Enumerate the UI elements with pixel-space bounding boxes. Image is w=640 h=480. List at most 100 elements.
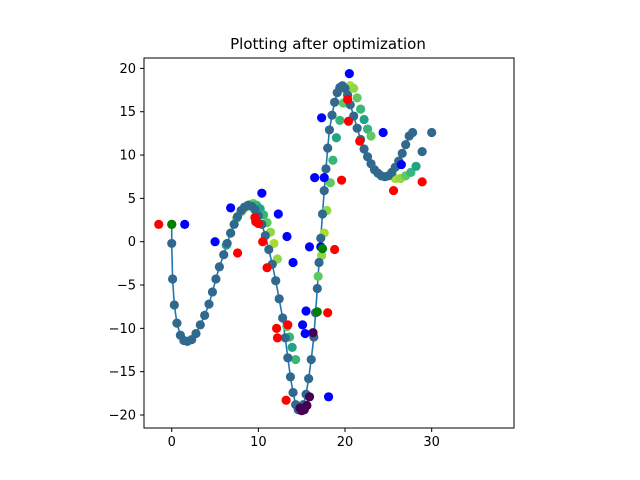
highlight-point bbox=[325, 178, 335, 188]
highlight-point bbox=[335, 115, 345, 125]
blue-point bbox=[210, 237, 220, 247]
red-point bbox=[232, 248, 243, 258]
blue-point bbox=[323, 392, 334, 402]
red-point bbox=[258, 237, 268, 247]
red-point bbox=[336, 175, 347, 185]
red-point bbox=[272, 333, 283, 343]
path-point bbox=[167, 238, 177, 249]
path-point bbox=[359, 144, 369, 154]
path-point bbox=[169, 300, 179, 310]
dark-point bbox=[308, 328, 318, 338]
path-point bbox=[324, 125, 335, 135]
plot-area bbox=[154, 69, 437, 416]
path-point bbox=[264, 244, 274, 255]
path-point bbox=[316, 233, 326, 243]
blue-point bbox=[310, 172, 320, 183]
x-axis: 0 10 20 30 bbox=[168, 428, 440, 450]
axes-frame bbox=[143, 57, 515, 429]
blue-point bbox=[344, 69, 354, 79]
path-point bbox=[172, 318, 182, 328]
path-point bbox=[200, 310, 210, 320]
path-point bbox=[274, 294, 284, 304]
path-point bbox=[408, 127, 418, 138]
blue-point bbox=[180, 219, 190, 229]
path-point bbox=[285, 372, 296, 382]
path-point bbox=[340, 83, 350, 93]
path-point bbox=[312, 283, 322, 294]
red-point bbox=[388, 185, 399, 196]
path-point bbox=[167, 274, 178, 284]
path-point bbox=[352, 123, 362, 133]
red-point bbox=[355, 136, 365, 146]
path-point bbox=[191, 328, 201, 339]
y-tick-label: 15 bbox=[119, 105, 136, 120]
highlight-point bbox=[411, 161, 421, 171]
red-point bbox=[281, 395, 291, 405]
path-point bbox=[397, 148, 407, 158]
path-point bbox=[362, 152, 373, 162]
red-point bbox=[343, 94, 353, 105]
red-point bbox=[343, 116, 354, 126]
path-point bbox=[288, 387, 298, 398]
path-point bbox=[222, 238, 232, 249]
highlight-point bbox=[362, 124, 373, 134]
path-point bbox=[207, 287, 218, 297]
blue-point bbox=[273, 209, 283, 219]
y-tick-label: 0 bbox=[128, 235, 136, 250]
path-point bbox=[283, 353, 293, 363]
highlight-point bbox=[331, 133, 341, 143]
highlight-point bbox=[356, 104, 366, 114]
chart-title: Plotting after optimization bbox=[230, 35, 426, 53]
red-point bbox=[154, 219, 164, 229]
highlight-point bbox=[269, 238, 279, 249]
blue-point bbox=[297, 320, 308, 330]
red-point bbox=[330, 244, 340, 255]
highlight-point bbox=[359, 114, 369, 125]
path-point bbox=[195, 320, 205, 330]
x-tick-label: 0 bbox=[168, 435, 176, 450]
dark-point bbox=[304, 392, 315, 402]
x-tick-label: 30 bbox=[423, 435, 440, 450]
x-tick-label: 10 bbox=[250, 435, 267, 450]
path-point bbox=[323, 143, 333, 153]
path-point bbox=[229, 219, 239, 229]
blue-point bbox=[300, 328, 310, 339]
blue-point bbox=[288, 257, 298, 268]
path-point bbox=[319, 185, 329, 196]
blue-point bbox=[301, 306, 311, 316]
red-point bbox=[262, 263, 272, 273]
blue-point bbox=[282, 231, 292, 242]
y-tick-label: 20 bbox=[119, 62, 136, 77]
blue-point bbox=[226, 203, 236, 213]
path-point bbox=[271, 276, 281, 286]
green-point bbox=[317, 244, 328, 254]
path-point bbox=[321, 164, 331, 174]
path-point bbox=[211, 274, 221, 284]
path-point bbox=[401, 140, 411, 150]
highlight-point bbox=[291, 354, 301, 365]
path-point bbox=[204, 299, 214, 309]
path-point bbox=[327, 110, 337, 120]
path-point bbox=[427, 127, 437, 138]
red-point bbox=[253, 218, 263, 229]
path-point bbox=[219, 250, 229, 260]
blue-point bbox=[378, 127, 388, 138]
path-point bbox=[314, 257, 324, 268]
y-tick-label: −10 bbox=[109, 322, 136, 337]
path-point bbox=[417, 146, 427, 157]
y-axis: −20 −15 −10 −5 0 5 10 15 20 bbox=[109, 62, 144, 424]
highlight-point bbox=[317, 250, 327, 261]
highlight-point bbox=[313, 271, 323, 281]
highlight-point bbox=[287, 342, 297, 353]
path-point bbox=[278, 313, 288, 323]
blue-point bbox=[396, 159, 406, 170]
blue-point bbox=[304, 242, 315, 252]
path-point bbox=[214, 262, 224, 272]
path-point bbox=[317, 209, 328, 219]
red-point bbox=[323, 308, 333, 318]
dark-point bbox=[302, 400, 312, 411]
path-point bbox=[304, 374, 314, 384]
blue-point bbox=[319, 172, 329, 183]
red-point bbox=[283, 320, 293, 330]
